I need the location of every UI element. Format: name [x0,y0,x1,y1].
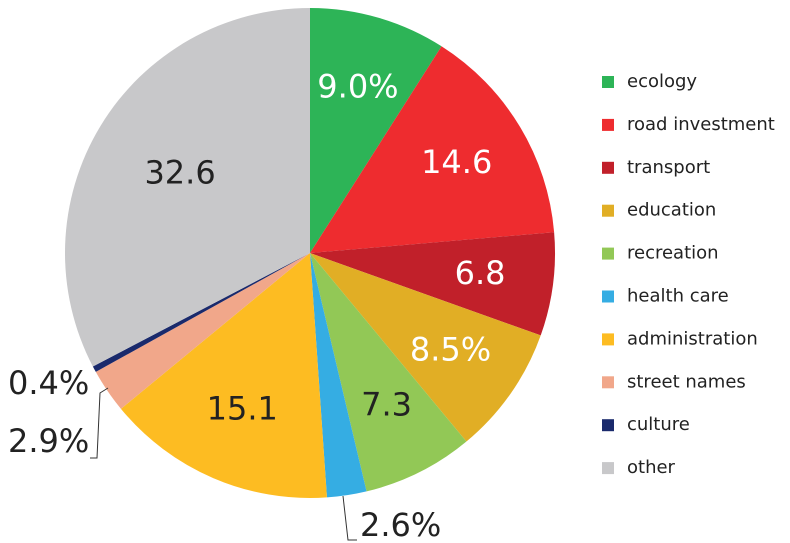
data-label: 9.0% [317,67,398,105]
legend-label: health care [627,286,729,307]
legend-swatch [602,419,614,432]
legend-swatch [602,247,614,260]
pie-slice [65,8,311,367]
legend-swatch [602,76,614,88]
legend-label: road investment [627,114,775,135]
legend-label: street names [627,371,746,392]
data-label: 7.3 [361,385,412,423]
leader-line [342,495,357,541]
legend-label: administration [627,328,758,349]
pie-slice [310,232,555,336]
pie-slice [310,8,442,253]
pie-slice [92,253,310,372]
legend-swatch [602,161,614,174]
data-label: 8.5% [410,330,491,368]
data-label: 14.6 [421,143,492,181]
data-label: 0.4% [8,364,89,402]
legend-swatch [602,333,614,346]
pie-slice [95,253,311,409]
legend-swatch [602,376,614,389]
data-label: 15.1 [207,390,278,428]
legend-label: education [627,200,716,221]
data-label: 2.6% [360,506,441,543]
legend-label: transport [627,157,710,178]
legend-label: other [627,457,676,478]
pie-slice [310,253,367,498]
legend-label: ecology [627,71,697,92]
data-label: 32.6 [144,153,215,191]
pie-slice [310,253,467,492]
legend-label: culture [627,414,690,435]
legend-swatch [602,290,614,303]
legend-label: recreation [627,243,719,264]
legend-swatch [602,118,614,131]
pie-slice [310,253,541,442]
pie-slice [120,253,327,498]
leader-line [90,387,109,459]
pie-slice [310,46,555,253]
legend-swatch [602,462,614,475]
legend-swatch [602,204,614,217]
data-label: 2.9% [8,422,89,460]
data-label: 6.8 [455,254,506,292]
